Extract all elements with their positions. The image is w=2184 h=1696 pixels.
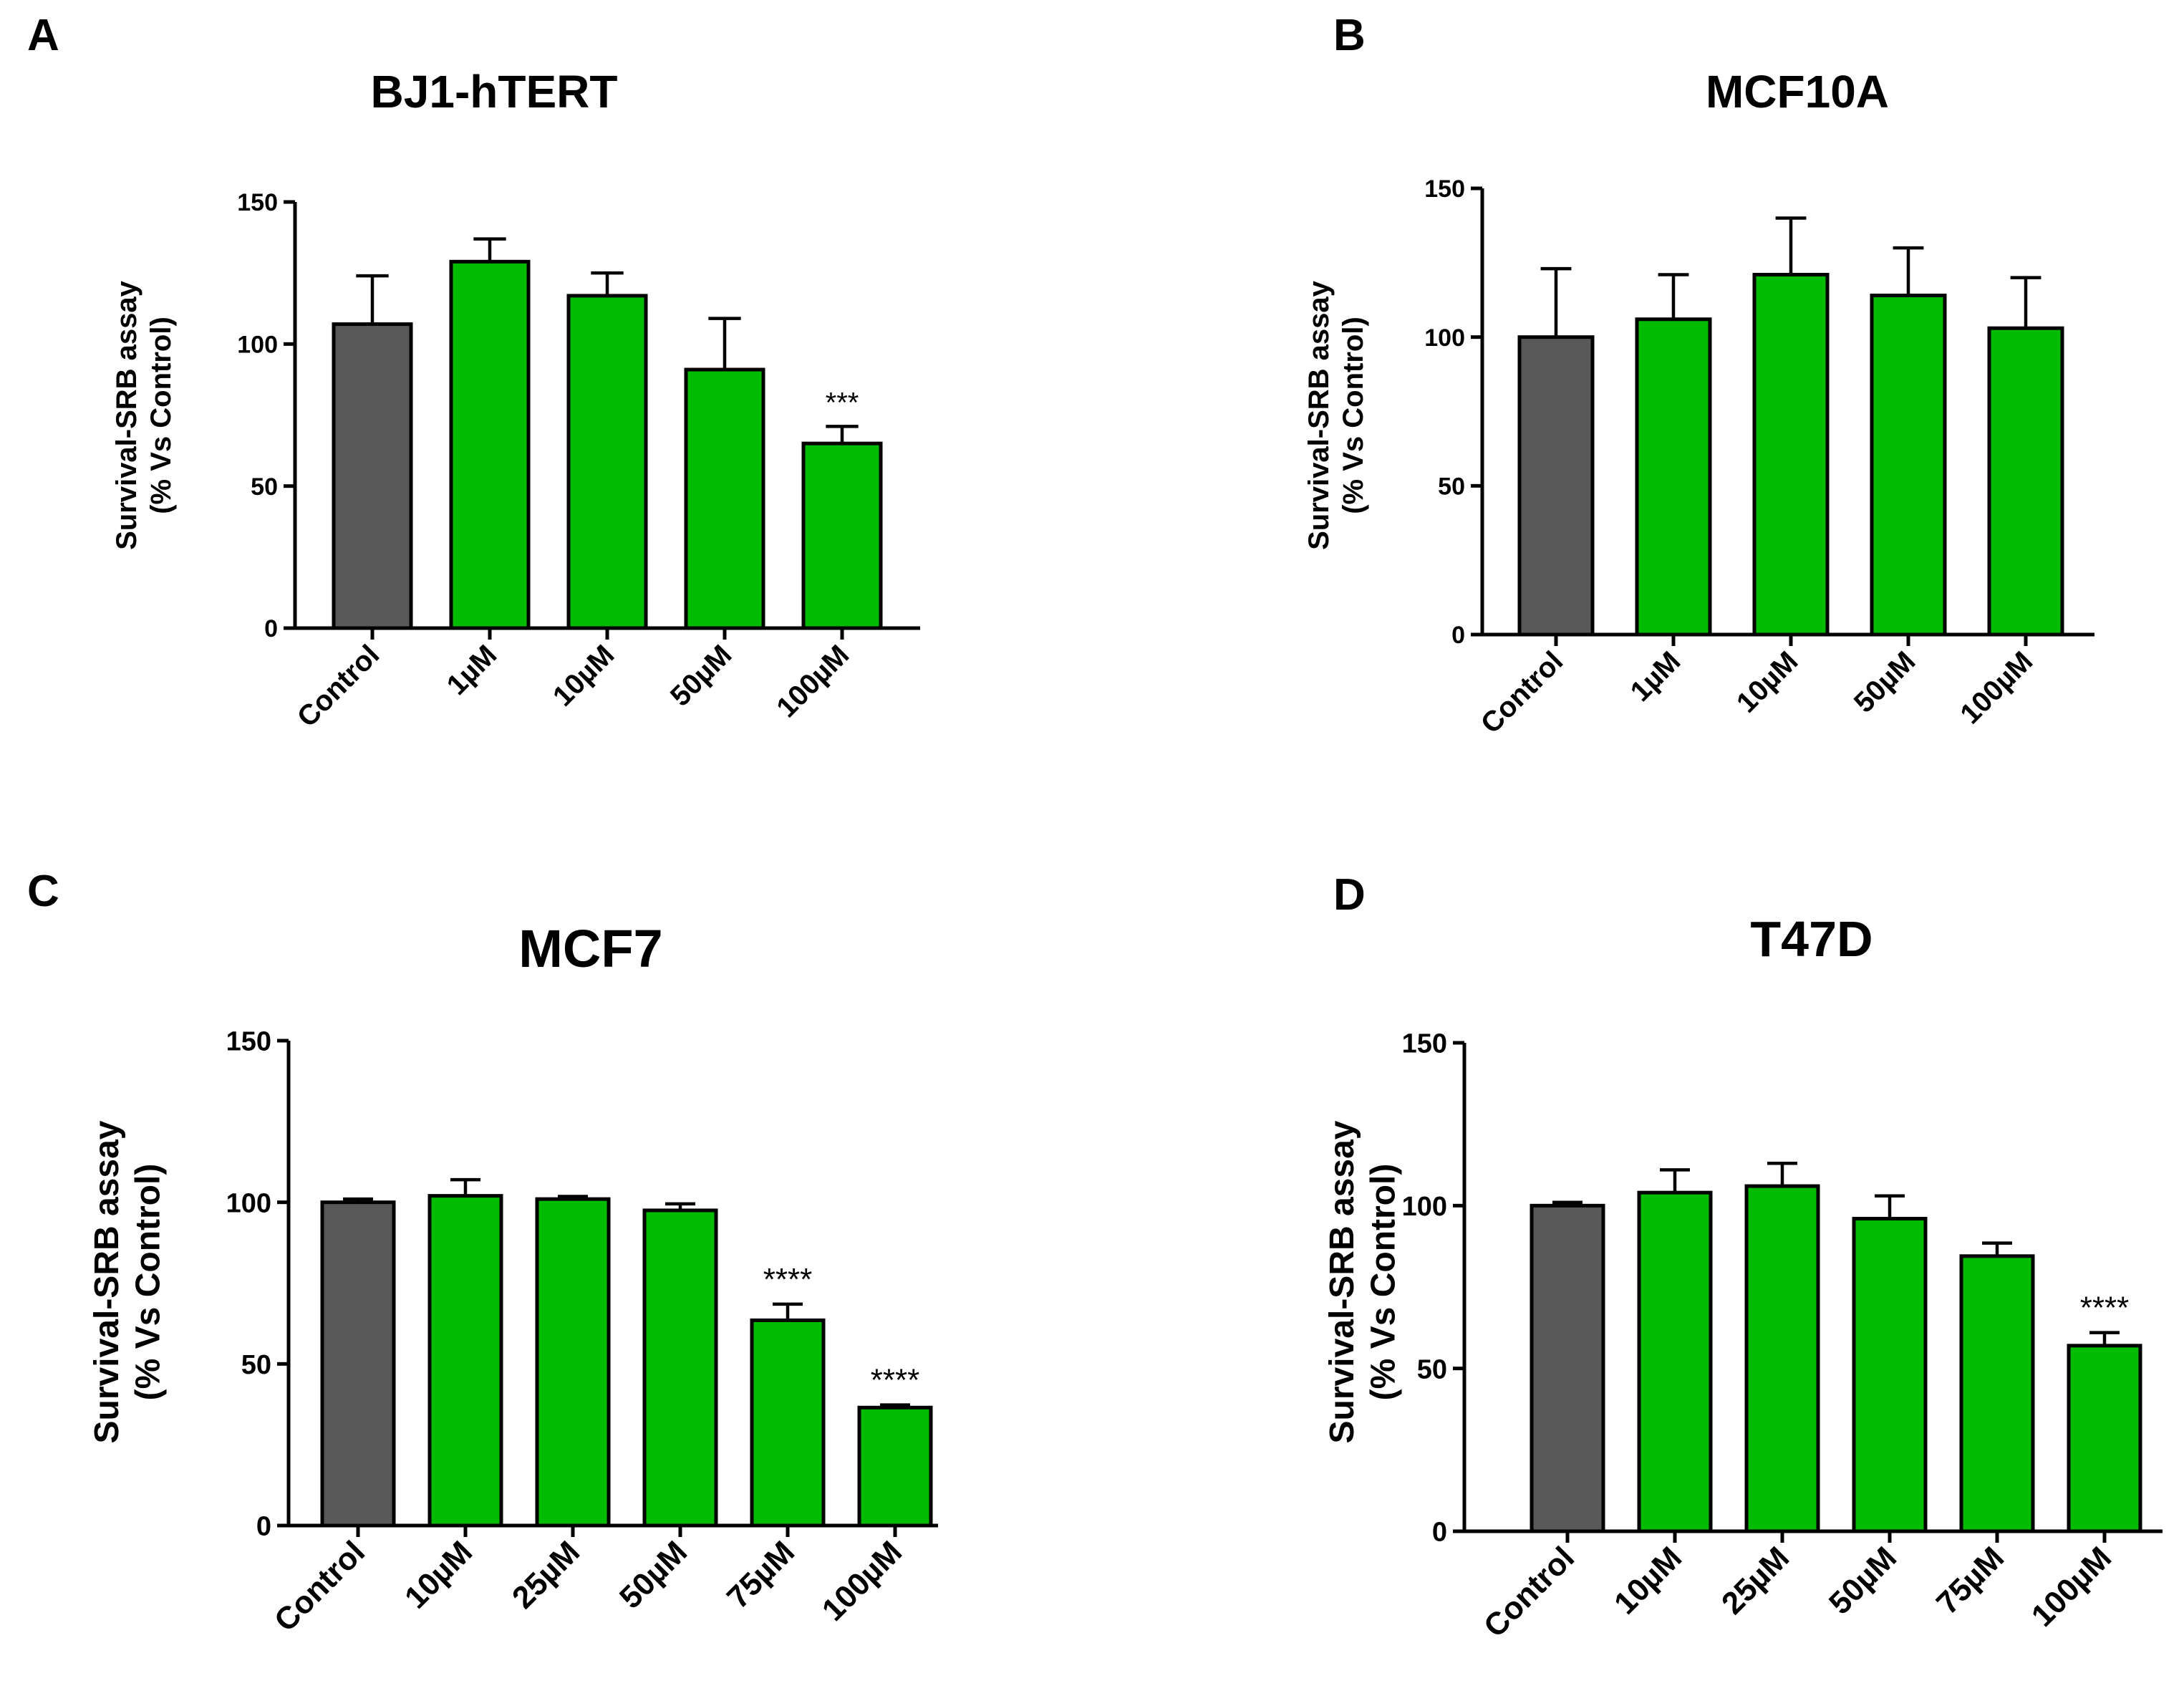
- y-tick-label: 100: [1424, 324, 1465, 352]
- y-axis-label: Survival-SRB assay (% Vs Control): [1323, 1120, 1403, 1443]
- bar: [566, 294, 648, 630]
- x-tick-label: 75µM: [720, 1534, 801, 1615]
- x-tick-label: 25µM: [506, 1534, 586, 1615]
- bar: [1987, 326, 2064, 637]
- panel-letter: C: [27, 867, 59, 916]
- x-tick-label: 1µM: [441, 639, 503, 701]
- y-tick-label: 100: [226, 1188, 271, 1218]
- y-tick-label: 0: [1432, 1518, 1447, 1548]
- bar: [332, 322, 413, 630]
- significance-marker: ***: [826, 387, 859, 418]
- x-tick-label: 50µM: [665, 639, 738, 712]
- significance-marker: ****: [871, 1363, 920, 1398]
- chart-title: MCF7: [518, 919, 662, 978]
- x-tick-label: 100µM: [770, 639, 855, 723]
- bar: [857, 1405, 933, 1528]
- chart-title: T47D: [1750, 911, 1873, 967]
- chart-panel-a: A BJ1-hTERT Survival-SRB assay (% Vs Contro…: [27, 11, 920, 733]
- bar: [1959, 1254, 2035, 1533]
- y-axis-label: Survival-SRB assay (% Vs Control): [88, 1120, 168, 1443]
- bar: [1752, 272, 1830, 637]
- y-tick-label: 150: [1402, 1029, 1447, 1059]
- y-axis-label-line-2: (% Vs Control): [1338, 317, 1369, 514]
- chart-title: MCF10A: [1706, 66, 1889, 117]
- x-tick-label: 100µM: [1954, 645, 2039, 730]
- x-tick-label: 100µM: [816, 1534, 909, 1627]
- chart-panel-c: C MCF7 Survival-SRB assay (% Vs Control) 0 50…: [27, 867, 938, 1639]
- x-tick-label: Control: [268, 1534, 372, 1638]
- bar: [642, 1208, 718, 1528]
- y-axis-label: Survival-SRB assay (% Vs Control): [111, 280, 177, 550]
- y-axis-label-line-1: Survival-SRB assay: [88, 1120, 126, 1443]
- x-tick-label: Control: [291, 639, 386, 733]
- x-tick-label: 50µM: [1848, 645, 1921, 718]
- y-axis-label-line-2: (% Vs Control): [130, 1164, 168, 1401]
- y-tick-label: 50: [241, 1350, 271, 1380]
- x-tick-label: 50µM: [1822, 1540, 1903, 1621]
- bar: [750, 1318, 826, 1528]
- bar: [1517, 335, 1595, 637]
- y-axis-label-line-1: Survival-SRB assay: [1303, 280, 1335, 550]
- y-tick-label: 0: [256, 1512, 271, 1542]
- y-tick-label: 0: [264, 615, 278, 642]
- y-tick-label: 0: [1451, 622, 1465, 649]
- panel-letter: A: [27, 11, 59, 60]
- bar: [535, 1197, 611, 1528]
- bar: [1530, 1203, 1605, 1533]
- bar: [684, 367, 765, 630]
- y-tick-label: 50: [251, 473, 278, 501]
- bar: [320, 1200, 396, 1528]
- x-tick-label: Control: [1477, 1540, 1581, 1644]
- y-tick-label: 150: [237, 189, 278, 216]
- y-axis-label-line-1: Survival-SRB assay: [111, 280, 142, 550]
- bar: [1744, 1184, 1820, 1533]
- chart-title: BJ1-hTERT: [371, 66, 618, 117]
- bar: [427, 1194, 503, 1528]
- x-tick-label: 10µM: [398, 1534, 479, 1615]
- y-tick-label: 100: [237, 332, 278, 359]
- bar: [1637, 1190, 1713, 1533]
- y-axis-label-line-2: (% Vs Control): [145, 317, 177, 514]
- x-tick-label: 10µM: [1608, 1540, 1688, 1621]
- y-axis-label-line-1: Survival-SRB assay: [1323, 1120, 1361, 1443]
- y-tick-label: 50: [1438, 473, 1465, 501]
- x-tick-label: 75µM: [1930, 1540, 2011, 1621]
- x-tick-label: 50µM: [613, 1534, 694, 1615]
- chart-panel-d: D T47D Survival-SRB assay (% Vs Control) 0 50…: [1323, 870, 2163, 1644]
- y-tick-label: 150: [226, 1027, 271, 1057]
- bar: [801, 441, 883, 630]
- significance-marker: ****: [763, 1262, 813, 1297]
- x-tick-label: 1µM: [1625, 645, 1687, 708]
- y-tick-label: 150: [1424, 175, 1465, 203]
- x-tick-label: 25µM: [1715, 1540, 1796, 1621]
- y-axis-label-line-2: (% Vs Control): [1365, 1164, 1403, 1401]
- bar: [2067, 1344, 2142, 1533]
- bar: [1852, 1217, 1928, 1533]
- significance-marker: ****: [2080, 1291, 2130, 1326]
- y-axis-label: Survival-SRB assay (% Vs Control): [1303, 280, 1369, 550]
- panel-letter: D: [1333, 870, 1366, 920]
- x-tick-label: Control: [1475, 645, 1570, 740]
- bar: [1870, 294, 1947, 637]
- bar: [1635, 317, 1712, 637]
- y-tick-label: 50: [1417, 1354, 1447, 1384]
- x-tick-label: 10µM: [1731, 645, 1804, 718]
- chart-panel-b: B MCF10A Survival-SRB assay (% Vs Control) 0…: [1303, 11, 2094, 740]
- x-tick-label: 10µM: [547, 639, 620, 712]
- bar: [449, 259, 531, 630]
- y-tick-label: 100: [1402, 1192, 1447, 1222]
- panel-letter: B: [1333, 11, 1366, 60]
- x-tick-label: 100µM: [2025, 1540, 2118, 1633]
